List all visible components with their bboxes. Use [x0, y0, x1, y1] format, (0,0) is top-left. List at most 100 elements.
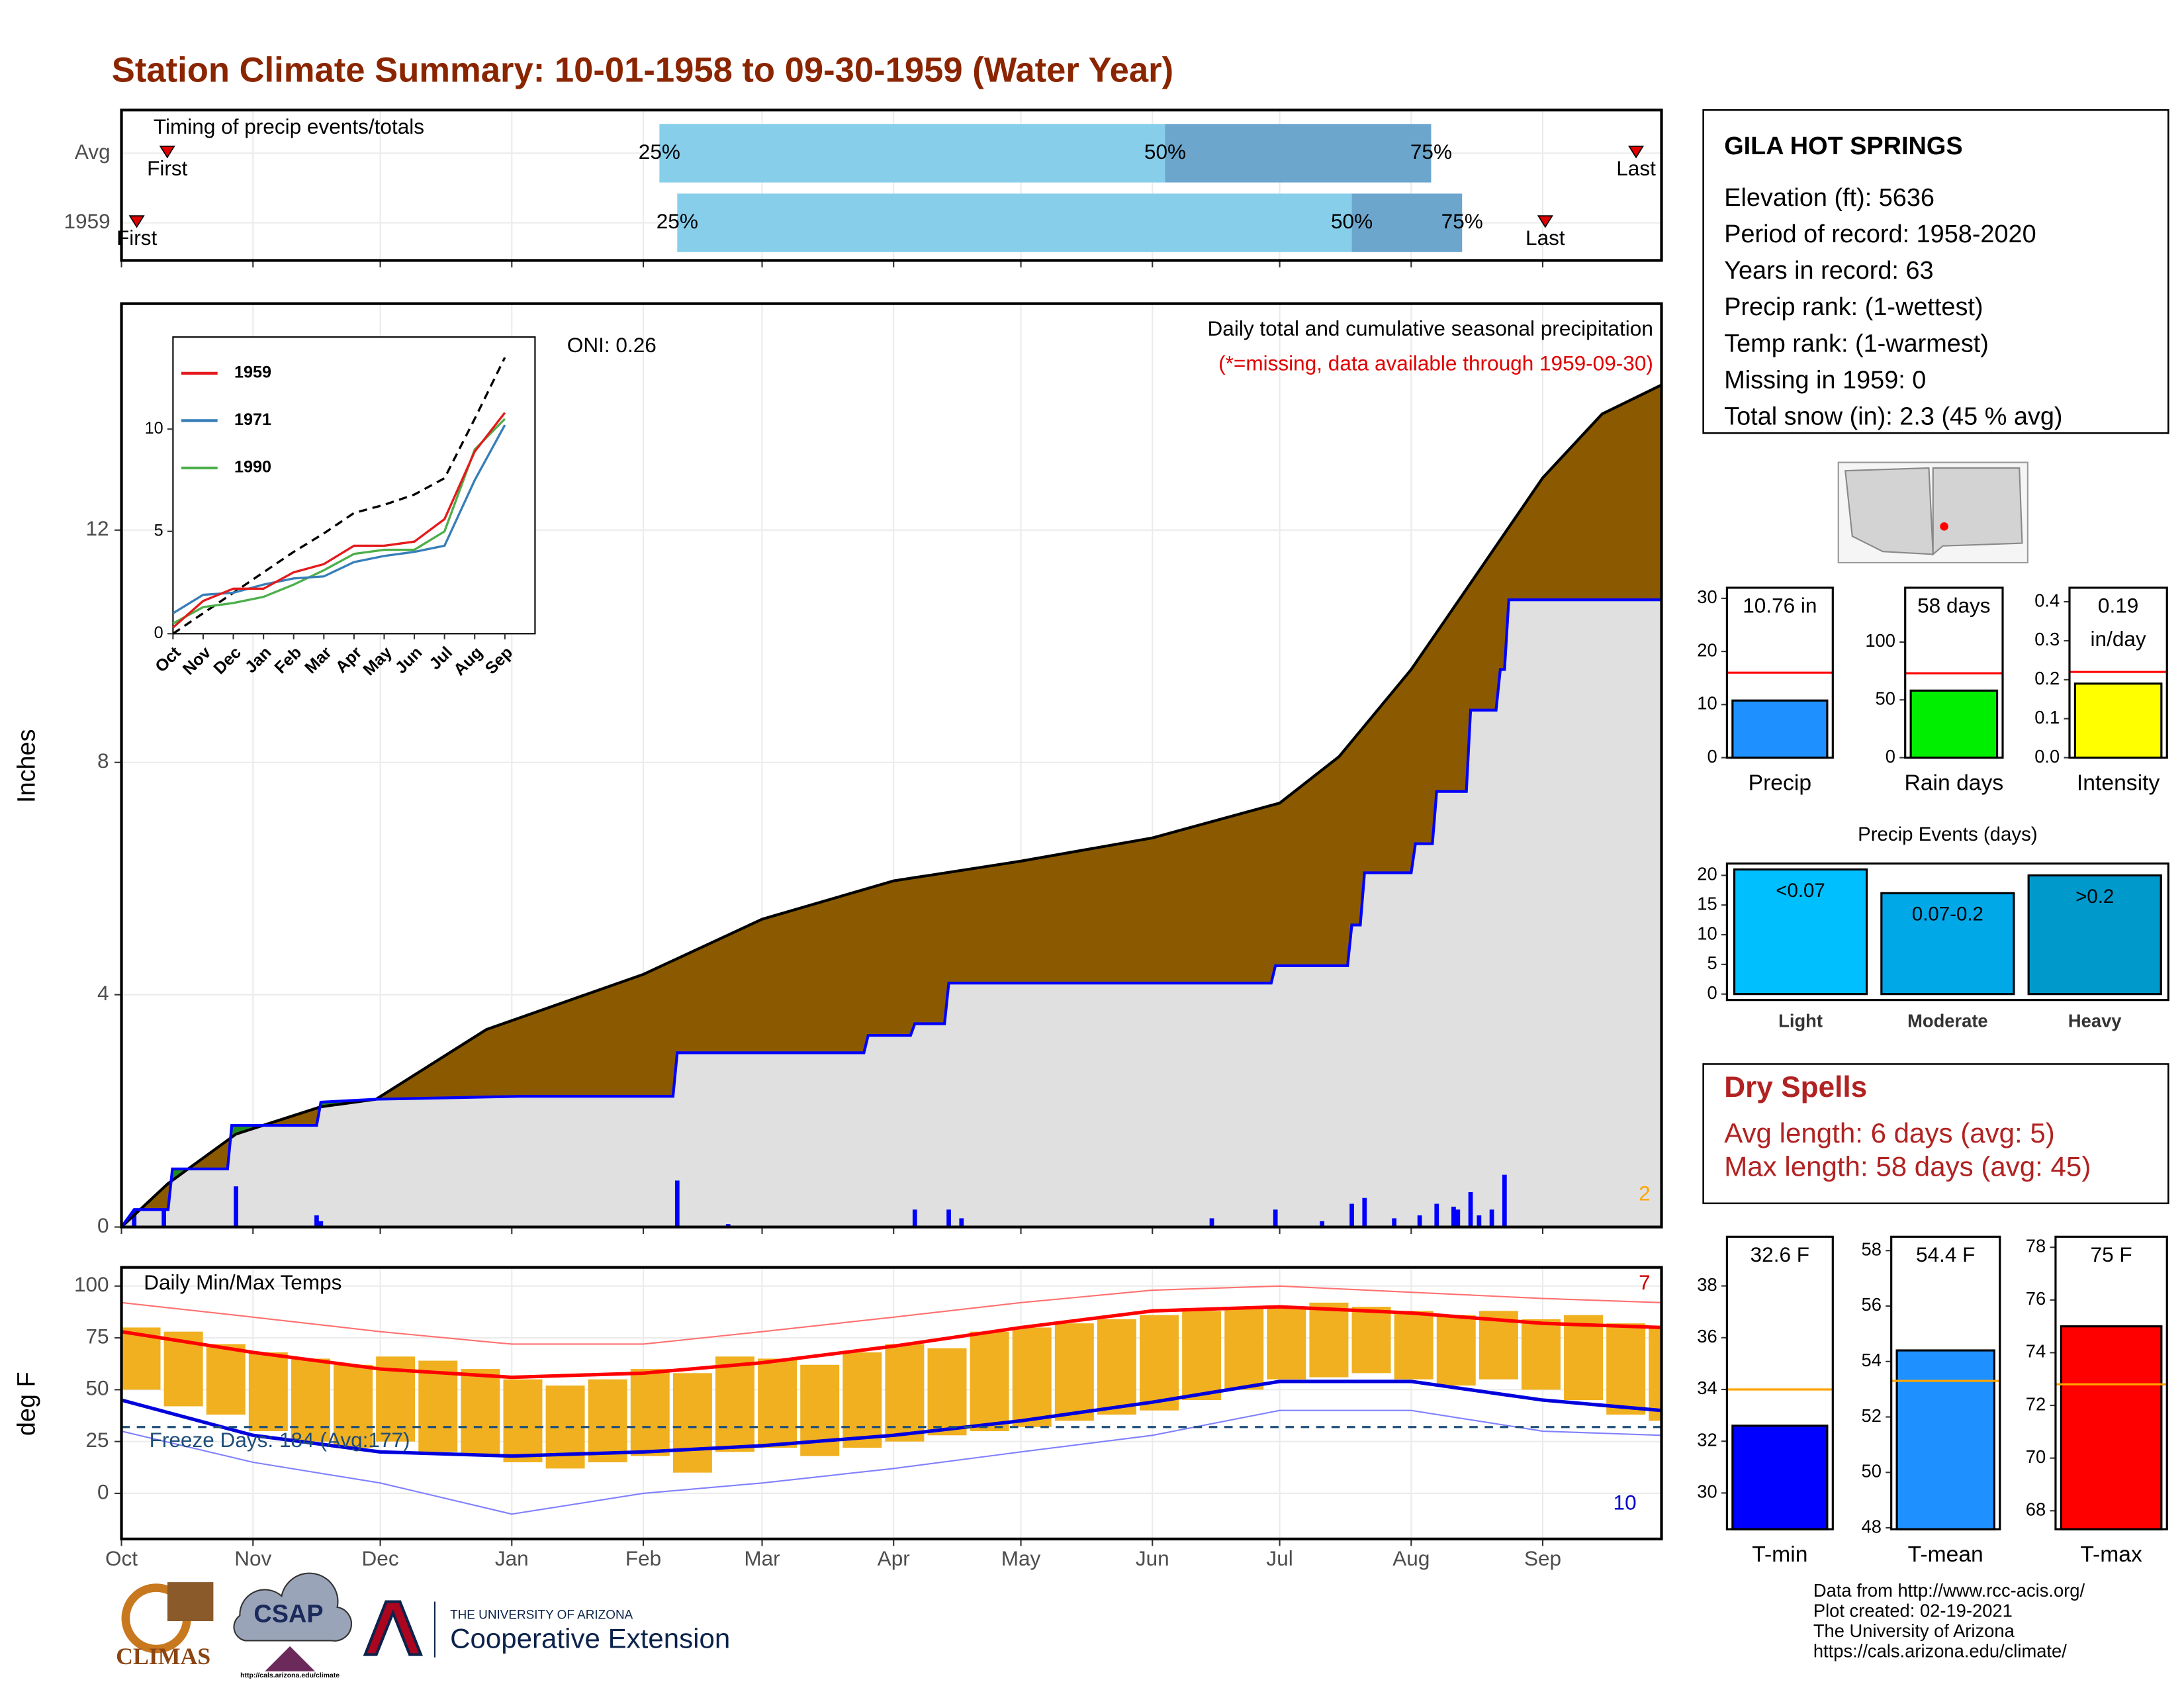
value-label: 10.76 in — [1743, 594, 1817, 618]
y-tick-label: 72 — [2026, 1393, 2046, 1414]
dry-spells-box — [1702, 1063, 2169, 1205]
quartile-bar — [677, 193, 1352, 252]
temp-range-bar — [885, 1344, 925, 1442]
bar-label: Rain days — [1905, 771, 2004, 795]
chart-subtitle: (*=missing, data available through 1959-… — [1218, 352, 1653, 375]
daily-precip-bar — [132, 1209, 137, 1227]
daily-precip-bar — [1209, 1218, 1214, 1227]
dry-spells-info: Avg length: 6 days (avg: 5) — [1724, 1117, 2055, 1149]
quartile-label: 75% — [1441, 209, 1483, 233]
bar — [2027, 874, 2162, 996]
series-line — [172, 424, 506, 614]
station-info: Elevation (ft): 5636 — [1724, 184, 1934, 212]
event-label: Last — [1525, 226, 1565, 250]
y-tick-label: 100 — [1865, 630, 1895, 651]
bar — [1733, 868, 1868, 996]
y-tick-label: 0 — [154, 624, 163, 642]
y-tick-label: 38 — [1697, 1274, 1717, 1295]
map-state — [1844, 467, 1934, 555]
quartile-bar — [1351, 193, 1463, 252]
station-info: Precip rank: (1-wettest) — [1724, 293, 1983, 321]
annotation: Freeze Days: 184 (Avg:177) — [150, 1428, 410, 1452]
temp-range-bar — [1521, 1319, 1561, 1390]
y-tick-label: 8 — [97, 749, 109, 773]
plot-border — [1890, 1235, 2001, 1530]
class-label: <0.07 — [1776, 880, 1825, 902]
dry-spells-title: Dry Spells — [1724, 1071, 1867, 1103]
station-box — [1702, 109, 2169, 434]
temp-range-bar — [1351, 1307, 1391, 1374]
page-title: Station Climate Summary: 10-01-1958 to 0… — [112, 50, 1173, 89]
plot-border — [120, 302, 1663, 1229]
y-tick-label: 0 — [1707, 982, 1717, 1003]
year-line — [120, 598, 1662, 1228]
high-note: 7 — [1639, 1270, 1651, 1294]
y-tick-label: 75 — [86, 1324, 109, 1348]
row-label: 1959 — [64, 209, 111, 233]
temp-range-bar — [758, 1358, 797, 1448]
quartile-label: 50% — [1144, 140, 1186, 164]
plot-border — [1725, 586, 1834, 759]
x-tick-label: Sep — [1524, 1546, 1561, 1570]
plot-border — [1725, 1235, 1834, 1530]
y-tick-label: 0 — [97, 1479, 109, 1503]
y-tick-label: 50 — [86, 1376, 109, 1400]
logo-text: http://cals.arizona.edu/climate — [240, 1671, 340, 1679]
y-tick-label: 10 — [145, 419, 163, 438]
y-tick-label: 10 — [1697, 923, 1717, 943]
x-tick-label: Feb — [625, 1546, 661, 1570]
quartile-label: 25% — [639, 140, 680, 164]
bar-label: T-mean — [1908, 1542, 1983, 1567]
event-marker — [128, 215, 145, 228]
quartile-bar — [659, 124, 1165, 183]
daily-precip-bar — [1477, 1215, 1482, 1227]
temp-range-bar — [1606, 1323, 1646, 1415]
y-tick-label: 5 — [154, 521, 163, 539]
logo-text: THE UNIVERSITY OF ARIZONA — [450, 1609, 633, 1622]
legend-label: 1971 — [234, 410, 271, 429]
daily-precip-bar — [314, 1215, 319, 1227]
temp-range-bar — [1564, 1315, 1604, 1401]
station-info: Total snow (in): 2.3 (45 % avg) — [1724, 403, 2062, 431]
bar — [2060, 1325, 2163, 1530]
temp-range-bar — [1224, 1307, 1264, 1390]
temp-range-bar — [1267, 1307, 1306, 1380]
y-tick-label: 0.1 — [2034, 707, 2060, 727]
y-tick-label: 50 — [1876, 688, 1895, 708]
daily-precip-bar — [1468, 1192, 1473, 1227]
station-info: Period of record: 1958-2020 — [1724, 220, 2036, 248]
daily-precip-bar — [725, 1224, 731, 1227]
temp-line — [121, 1380, 1662, 1458]
temp-range-bar — [1140, 1315, 1179, 1411]
quartile-bar — [1165, 124, 1432, 183]
series-line — [172, 418, 506, 625]
event-marker — [159, 146, 175, 159]
logo-shape — [363, 1600, 423, 1656]
chart-title: Daily total and cumulative seasonal prec… — [1208, 316, 1653, 340]
class-label: 0.07-0.2 — [1912, 904, 1983, 925]
daily-precip-bar — [1502, 1174, 1507, 1227]
bar-label: Intensity — [2077, 771, 2160, 795]
temp-range-bar — [1012, 1327, 1052, 1427]
event-label: First — [147, 156, 188, 180]
timing-border — [120, 109, 1663, 262]
y-tick-label: 4 — [97, 981, 109, 1005]
event-marker — [1628, 146, 1645, 159]
annotation: ONI: 0.26 — [567, 333, 657, 357]
y-tick-label: 10 — [1697, 693, 1717, 714]
bar-label: Precip — [1749, 771, 1811, 795]
temp-range-bar — [630, 1369, 670, 1456]
x-tick-label: Aug — [1392, 1546, 1430, 1570]
y-tick-label: 30 — [1697, 1481, 1717, 1502]
daily-precip-bar — [1349, 1203, 1354, 1227]
event-label: Last — [1616, 156, 1656, 180]
temp-range-bar — [1097, 1319, 1136, 1415]
credit-line: https://cals.arizona.edu/climate/ — [1813, 1641, 2067, 1662]
x-tick-label: May — [1001, 1546, 1041, 1570]
temp-range-bar — [206, 1344, 246, 1415]
logo-shape — [233, 1572, 353, 1642]
daily-precip-bar — [1489, 1209, 1494, 1227]
y-tick-label: 70 — [2026, 1446, 2046, 1467]
y-tick-label: 0.2 — [2034, 668, 2060, 688]
